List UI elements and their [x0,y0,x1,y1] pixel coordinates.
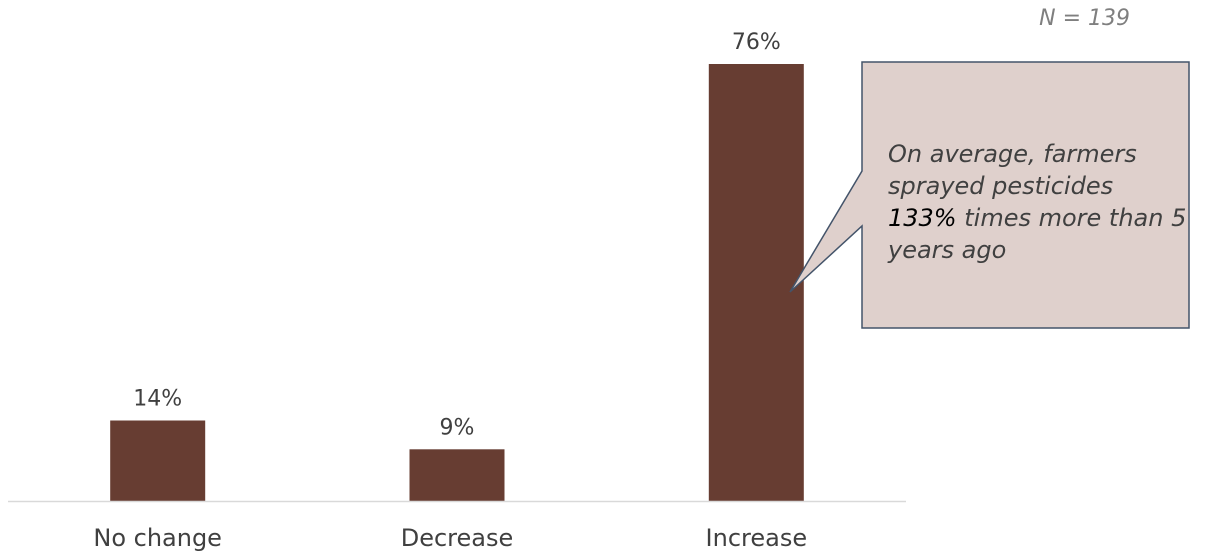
x-tick-label-no-change: No change [93,524,222,552]
callout-highlight: 133% [888,204,957,232]
value-label-no-change: 14% [133,387,182,412]
tick-labels-layer: No change Decrease Increase [93,524,807,552]
callout-text-start: On average, farmers sprayed pesticides [888,140,1137,200]
bar-no-change [110,420,206,501]
value-labels-layer: 14% 9% 76% [133,30,781,440]
value-label-increase: 76% [732,30,781,55]
bars-layer [110,64,804,502]
callout-text: On average, farmers sprayed pesticides 1… [888,138,1188,266]
callout-text-end: times more than 5 years ago [888,204,1187,264]
bar-increase [708,64,804,501]
x-tick-label-increase: Increase [706,524,808,552]
callout-box [789,61,1190,329]
x-tick-label-decrease: Decrease [401,524,514,552]
value-label-decrease: 9% [440,415,475,440]
bar-decrease [409,449,505,502]
sample-size-note: N = 139 [1039,6,1130,31]
